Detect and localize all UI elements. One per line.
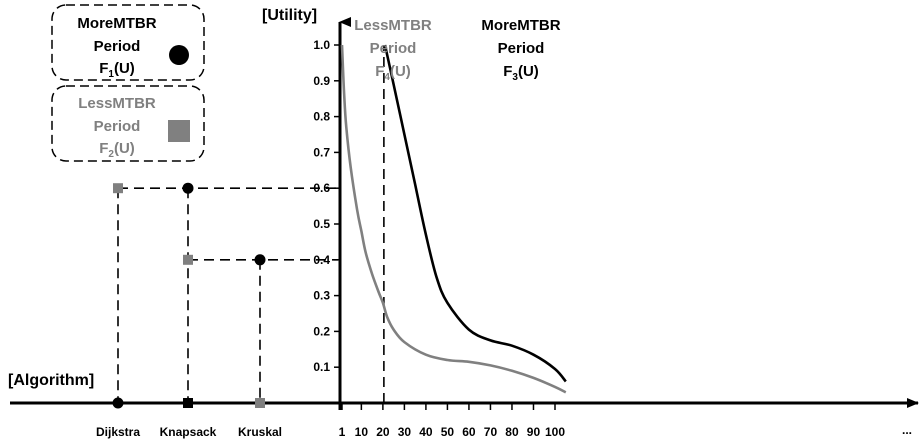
- legend-f1-u: (U): [114, 60, 135, 77]
- curve-f4-u: (U): [390, 63, 411, 80]
- guide-lines: [117, 187, 338, 403]
- legend-f1-line2: Period: [94, 38, 141, 55]
- curve-label-f4: LessMTBR Period F4(U): [354, 17, 432, 83]
- y-tick-label: 1.0: [313, 38, 330, 52]
- legend-f2-line1: LessMTBR: [78, 95, 156, 112]
- legend: MoreMTBR Period F1(U) LessMTBR Period F2…: [51, 4, 205, 162]
- y-tick-label: 0.2: [313, 324, 330, 338]
- legend-f2-u: (U): [114, 140, 135, 157]
- y-ticks: 1.00.90.80.70.60.50.40.30.20.1: [313, 38, 340, 374]
- x-tick-label: 60: [462, 425, 476, 439]
- x-tick-label: 20: [376, 425, 390, 439]
- legend-f2-func: F2(U): [99, 140, 135, 160]
- curve-f4-sub: 4: [384, 72, 390, 83]
- y-axis-title: [Utility]: [262, 7, 317, 24]
- x-tick-label: 50: [441, 425, 455, 439]
- y-tick-label: 0.9: [313, 74, 330, 88]
- x-tick-label: 1: [339, 425, 346, 439]
- marker-f1-knapsack: [182, 182, 194, 194]
- x-tick-label: 90: [527, 425, 541, 439]
- curve-label-f3: MoreMTBR Period F3(U): [481, 17, 560, 83]
- y-tick-label: 0.8: [313, 110, 330, 124]
- x-tick-ellipsis: ...: [902, 423, 912, 437]
- x-tick-label: 70: [484, 425, 498, 439]
- curve-f4-less-mtbr: [340, 44, 567, 394]
- curve-f3-line1: MoreMTBR: [481, 17, 560, 34]
- y-tick-label: 0.1: [313, 360, 330, 374]
- legend-box-more: [51, 4, 205, 81]
- legend-f1-func: F1(U): [99, 60, 135, 80]
- x-tick-label: 40: [419, 425, 433, 439]
- axis-point-dijkstra: [112, 397, 124, 409]
- axis-point-kruskal: [255, 398, 265, 408]
- legend-f2-line2: Period: [94, 118, 141, 135]
- legend-f1-f: F: [99, 60, 108, 77]
- algorithm-label-dijkstra: Dijkstra: [96, 425, 140, 439]
- legend-f2-square-marker: [168, 120, 190, 142]
- legend-f2-sub: 2: [108, 149, 114, 160]
- curve-f4-f: F: [375, 63, 384, 80]
- point-markers: [112, 182, 266, 409]
- marker-f2-knapsack: [183, 254, 193, 265]
- curve-f3-f: F: [503, 63, 512, 80]
- x-axis-title: [Algorithm]: [8, 372, 94, 389]
- x-tick-label: 30: [398, 425, 412, 439]
- curve-f4-line2: Period: [370, 40, 417, 57]
- marker-f2-dijkstra: [113, 183, 123, 194]
- x-tick-label: 80: [505, 425, 519, 439]
- algorithm-label-knapsack: Knapsack: [160, 425, 217, 439]
- x-tick-label: 10: [355, 425, 369, 439]
- curve-f3-more-mtbr: [383, 44, 567, 383]
- y-tick-label: 0.6: [313, 181, 330, 195]
- y-tick-label: 0.3: [313, 289, 330, 303]
- y-tick-label: 0.5: [313, 217, 330, 231]
- axis-point-knapsack: [183, 398, 193, 408]
- curve-f3-u: (U): [518, 63, 539, 80]
- curve-f3-func: F3(U): [503, 63, 539, 83]
- curve-f4-line1: LessMTBR: [354, 17, 432, 34]
- algorithm-label-kruskal: Kruskal: [238, 425, 282, 439]
- algorithm-labels: Dijkstra Knapsack Kruskal: [96, 425, 282, 439]
- curve-f3-sub: 3: [512, 72, 518, 83]
- x-ticks: 1 10 20 30 40 50 60 70 80 90 100...: [339, 403, 912, 439]
- marker-f1-kruskal: [254, 254, 266, 266]
- legend-box-less: [51, 85, 205, 162]
- curve-f4-func: F4(U): [375, 63, 411, 83]
- curve-f3-line2: Period: [498, 40, 545, 57]
- x-tick-label: 100: [545, 425, 565, 439]
- legend-f1-circle-marker: [169, 45, 189, 65]
- legend-f2-f: F: [99, 140, 108, 157]
- legend-f1-sub: 1: [108, 69, 114, 80]
- legend-f1-line1: MoreMTBR: [77, 15, 156, 32]
- y-tick-label: 0.7: [313, 145, 330, 159]
